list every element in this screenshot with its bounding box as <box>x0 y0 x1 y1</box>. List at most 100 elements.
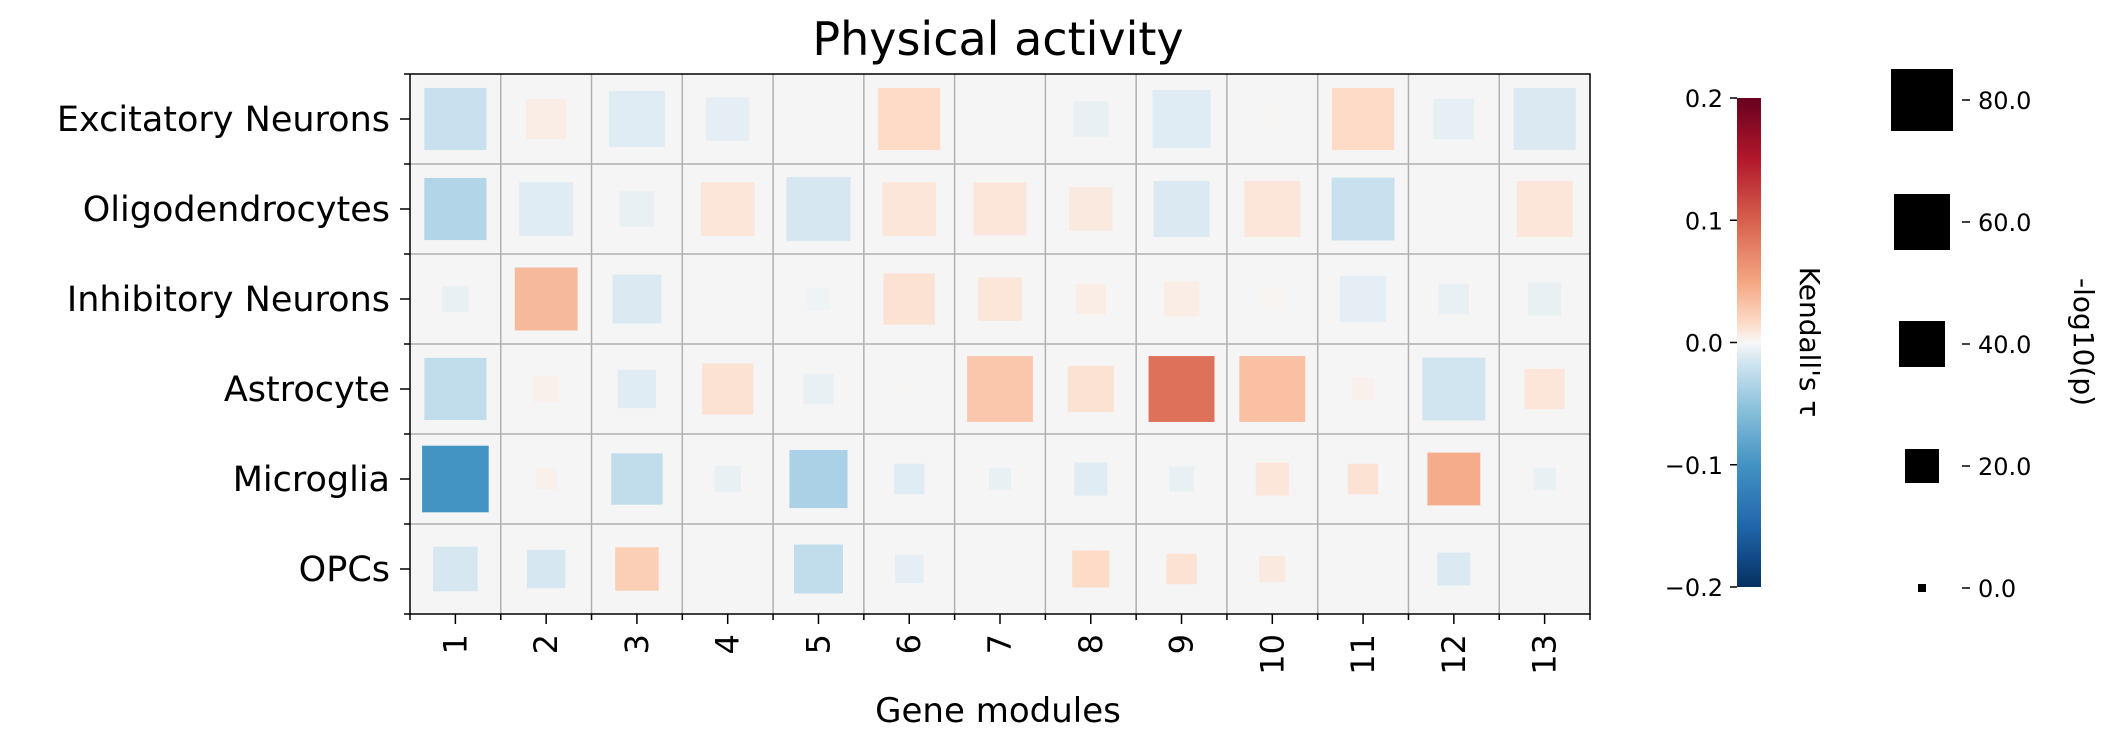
heatmap-cell <box>1166 553 1197 585</box>
heatmap-cell <box>883 273 935 325</box>
heatmap-cell <box>1069 187 1113 231</box>
size-legend-marker <box>1891 69 1953 131</box>
x-tick-label: 8 <box>1072 634 1110 654</box>
heatmap-cell <box>1437 552 1471 586</box>
heatmap-cell <box>1072 550 1110 588</box>
heatmap-cell <box>705 97 750 141</box>
heatmap-cell <box>533 375 560 403</box>
y-tick-label: Inhibitory Neurons <box>67 280 390 320</box>
heatmap-cell <box>894 554 924 584</box>
x-tick-labels: 1 2 3 4 5 6 7 8 9 10 11 12 13 <box>436 634 1563 675</box>
heatmap-cell <box>1148 356 1215 422</box>
heatmap-cell <box>619 191 655 227</box>
size-legend-marker <box>1894 194 1950 250</box>
heatmap-cell <box>535 468 557 490</box>
heatmap-cell <box>1168 466 1195 492</box>
heatmap-cell <box>1255 462 1289 496</box>
heatmap-cell <box>611 453 663 505</box>
y-tick-label: OPCs <box>299 550 390 590</box>
colorbar-tick-label: 0.1 <box>1685 207 1723 235</box>
heatmap-cell <box>1163 281 1200 317</box>
heatmap-cell <box>1239 356 1306 422</box>
heatmap-cell <box>615 547 659 591</box>
size-legend-marker <box>1918 584 1926 592</box>
heatmap-cell <box>978 277 1022 321</box>
y-tick-label: Excitatory Neurons <box>57 100 390 140</box>
heatmap-cell <box>525 98 567 140</box>
x-tick-label: 11 <box>1344 634 1382 675</box>
heatmap-cell <box>424 357 487 421</box>
heatmap-cell <box>1074 462 1108 496</box>
heatmap-cell <box>1332 87 1395 151</box>
heatmap-cell <box>1261 108 1283 130</box>
colorbar <box>1737 98 1761 587</box>
heatmap-cell <box>793 544 843 594</box>
heatmap-cell <box>1261 288 1283 310</box>
x-tick-label: 10 <box>1253 634 1291 675</box>
heatmap-cell <box>1351 377 1375 401</box>
x-tick-label: 1 <box>436 634 474 654</box>
heatmap-cell <box>617 369 657 409</box>
size-legend-label-text: 20.0 <box>1978 453 2031 481</box>
heatmap-cells <box>422 87 1576 594</box>
heatmap-cell <box>424 177 487 241</box>
heatmap-cell <box>1533 467 1556 491</box>
heatmap-cell <box>786 176 851 242</box>
heatmap-cell <box>700 182 755 236</box>
y-tick-label: Astrocyte <box>224 370 390 410</box>
grid <box>410 74 1590 614</box>
heatmap-cell <box>1259 555 1286 583</box>
colorbar-tick-label: −0.1 <box>1665 452 1723 480</box>
heatmap-cell <box>1339 275 1387 323</box>
x-tick-label: 2 <box>527 634 565 654</box>
size-legend-label-text: 80.0 <box>1978 87 2031 115</box>
y-tick-label: Oligodendrocytes <box>83 190 390 230</box>
heatmap-cell <box>882 182 937 236</box>
heatmap-cell <box>1524 368 1565 410</box>
x-tick-label: 12 <box>1435 634 1473 675</box>
heatmap-cell <box>1331 177 1395 241</box>
heatmap-cell <box>1438 283 1470 315</box>
heatmap-cell <box>424 87 487 151</box>
x-tick-label: 7 <box>981 634 1019 654</box>
heatmap-cell <box>878 87 941 151</box>
heatmap-cell <box>1075 283 1106 315</box>
size-legend-label-text: 60.0 <box>1978 209 2031 237</box>
heatmap-cell <box>967 356 1033 422</box>
size-legend: 80.0 60.0 40.0 20.0 0.0 <box>1891 69 2031 603</box>
heatmap-cell <box>442 285 469 313</box>
heatmap-cell <box>1153 181 1210 237</box>
heatmap-cell <box>807 287 830 311</box>
heatmap-cell <box>988 467 1012 491</box>
heatmap-cell <box>900 380 918 398</box>
heatmap-cell <box>1067 365 1114 413</box>
heatmap-cell <box>1152 89 1211 149</box>
heatmap-cell <box>612 274 662 324</box>
heatmap-cell <box>714 465 741 493</box>
heatmap-cell <box>526 549 566 589</box>
heatmap-cell <box>1433 98 1475 140</box>
heatmap-cell <box>701 363 754 415</box>
axis-ticks <box>400 73 1591 624</box>
x-tick-label: 13 <box>1526 634 1564 675</box>
heatmap-cell <box>1528 282 1562 316</box>
size-legend-label-text: 40.0 <box>1978 331 2031 359</box>
heatmap-cell <box>433 546 478 592</box>
heatmap-cell <box>1347 463 1379 495</box>
heatmap-cell <box>1513 87 1576 151</box>
heatmap-cell <box>519 182 574 236</box>
heatmap-cell <box>514 267 578 331</box>
size-legend-label: -log10(p) <box>2067 278 2100 406</box>
heatmap-cell <box>894 463 925 495</box>
heatmap-cell <box>1073 101 1109 137</box>
heatmap-cell <box>973 182 1027 236</box>
colorbar-tick-label: 0.0 <box>1685 330 1723 358</box>
size-legend-marker <box>1905 449 1939 483</box>
x-tick-label: 5 <box>799 634 837 654</box>
heatmap-cell <box>803 373 834 405</box>
colorbar-ticks: 0.2 0.1 0.0 −0.1 −0.2 <box>1665 85 1737 602</box>
heatmap-cell <box>789 449 848 509</box>
y-tick-labels: Excitatory Neurons Oligodendrocytes Inhibi… <box>57 100 390 590</box>
size-legend-marker <box>1899 321 1945 367</box>
heatmap-cell <box>1516 181 1573 237</box>
